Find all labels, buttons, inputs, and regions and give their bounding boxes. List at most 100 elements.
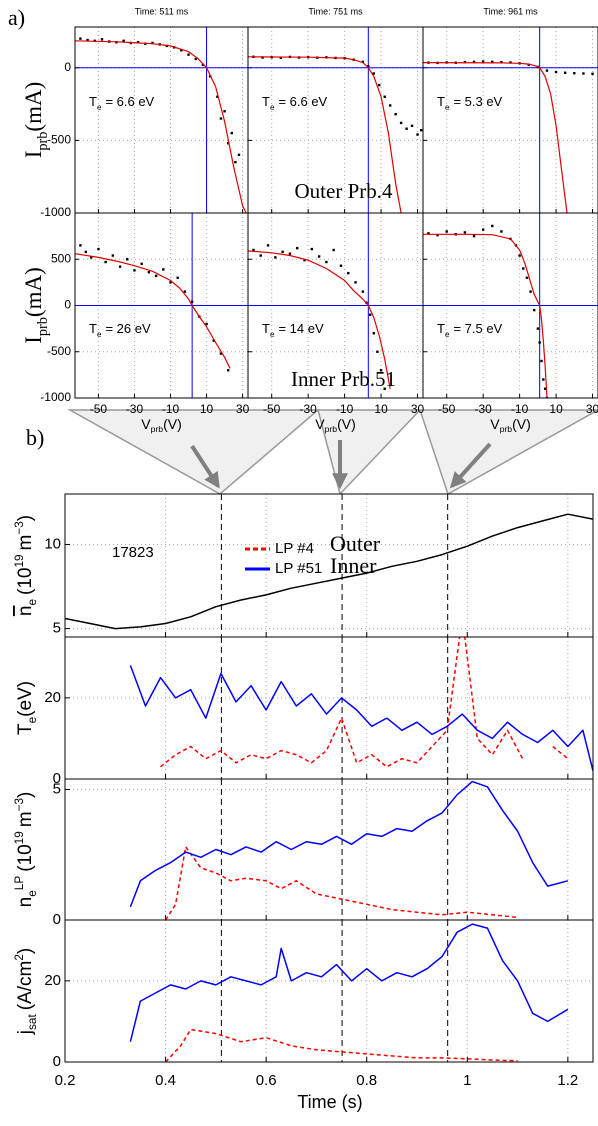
- label-part: V: [490, 416, 500, 432]
- data-point: [379, 369, 383, 372]
- x-axis-label: Vprb(V): [315, 416, 356, 435]
- data-point: [226, 369, 230, 372]
- x-tick-label: 1: [463, 1072, 471, 1089]
- label-part: = 6.6 eV: [105, 94, 154, 109]
- data-point: [187, 53, 190, 56]
- data-point: [259, 254, 262, 257]
- x-tick-label: 0.4: [155, 1072, 176, 1089]
- x-tick-label: 30: [586, 402, 598, 416]
- data-point: [372, 332, 375, 335]
- x-tick-label: -30: [299, 402, 317, 416]
- label-part: I: [21, 151, 46, 159]
- label-part: e: [26, 599, 39, 606]
- plot-content: [75, 213, 248, 398]
- x-tick-label: -50: [90, 402, 108, 416]
- y-tick-label: 20: [44, 972, 61, 989]
- fit-curve: [423, 62, 568, 213]
- data-point: [190, 300, 194, 303]
- label-part: e: [445, 103, 450, 112]
- probe-panel: Time: 751 ms Te = 6.6 eV Outer Prb.4: [247, 6, 424, 214]
- annotation: Te = 7.5 eV: [437, 321, 503, 338]
- y-axis-label: Iprb(mA): [21, 82, 51, 159]
- funnel: [418, 409, 598, 496]
- fit-curve: [248, 56, 402, 213]
- y-tick-label: 0: [64, 298, 71, 312]
- x-tick-label: 10: [549, 402, 563, 416]
- x-tick-label: 0.8: [356, 1072, 377, 1089]
- label-part: LP: [13, 876, 26, 891]
- label-part: prb: [151, 424, 164, 434]
- y-tick-label: 5: [53, 780, 61, 797]
- panel-label: b): [26, 425, 44, 450]
- data-point: [226, 142, 230, 145]
- plot-content: [248, 213, 423, 398]
- plot-content: [129, 779, 569, 920]
- data-point: [481, 60, 485, 63]
- data-point: [90, 256, 93, 259]
- data-point: [354, 281, 357, 284]
- data-point: [310, 247, 314, 251]
- data-point: [296, 246, 299, 250]
- data-point: [554, 70, 558, 74]
- annotation: Outer: [330, 531, 381, 556]
- panel-title: Time: 961 ms: [483, 6, 538, 16]
- time-panel: 0 5 neLP (1019 m−3): [13, 778, 594, 928]
- panel-border: [64, 919, 594, 1063]
- probe-label: Outer Prb.4: [295, 179, 393, 203]
- label-part: (10: [15, 568, 36, 595]
- label-part: (mA): [21, 267, 46, 317]
- label-part: e: [97, 103, 102, 112]
- data-point: [118, 265, 122, 268]
- data-point: [162, 268, 165, 271]
- data-point: [151, 41, 154, 45]
- label-part: ): [15, 515, 36, 521]
- x-tick-label: -50: [438, 402, 456, 416]
- funnel: [317, 409, 422, 496]
- fit-curve: [248, 250, 391, 389]
- plot-area: [65, 494, 593, 637]
- annotation: Inner: [330, 553, 377, 578]
- series-line: [165, 1028, 518, 1062]
- probe-panel: Time: 961 ms Te = 5.3 eV: [422, 6, 598, 214]
- label-part: = 6.6 eV: [278, 94, 327, 109]
- label-part: V: [315, 416, 325, 432]
- label-part: sat: [26, 1014, 39, 1030]
- x-axis-label: Vprb(V): [490, 416, 531, 435]
- data-point: [522, 267, 525, 270]
- probe-panel: -50 -30 -10 10 30 Te = 14 eV Vprb(V) Inner Prb.5…: [247, 212, 425, 435]
- label-part: 19: [13, 554, 26, 567]
- x-tick-label: 10: [374, 402, 388, 416]
- label-part: e: [26, 890, 39, 897]
- y-axis-label: Iprb(mA): [21, 267, 51, 344]
- data-point: [140, 262, 143, 266]
- fit-curve: [75, 40, 247, 213]
- label-part: prb: [325, 424, 338, 434]
- fit-curve: [75, 253, 231, 369]
- y-tick-label: 0: [53, 770, 61, 787]
- data-point: [368, 313, 372, 316]
- data-point: [84, 250, 88, 254]
- x-tick-label: -10: [162, 402, 180, 416]
- data-point: [563, 71, 567, 74]
- plot-area: [65, 920, 593, 1062]
- plot-area: [423, 27, 598, 213]
- data-point: [582, 72, 585, 75]
- data-point: [339, 264, 343, 267]
- label-part: = 5.3 eV: [453, 94, 502, 109]
- data-point: [194, 57, 197, 61]
- data-point: [399, 121, 403, 125]
- data-point: [176, 276, 179, 279]
- data-point: [274, 256, 277, 259]
- data-point: [416, 133, 419, 136]
- label-part: T: [437, 94, 445, 109]
- x-axis-label: Time (s): [297, 1092, 362, 1112]
- label-part: T: [89, 94, 97, 109]
- data-point: [104, 260, 107, 264]
- label-part: e: [97, 330, 102, 339]
- data-point: [347, 271, 350, 275]
- label-part: T: [89, 321, 97, 336]
- y-tick-label: 500: [51, 251, 71, 265]
- data-point: [527, 63, 530, 66]
